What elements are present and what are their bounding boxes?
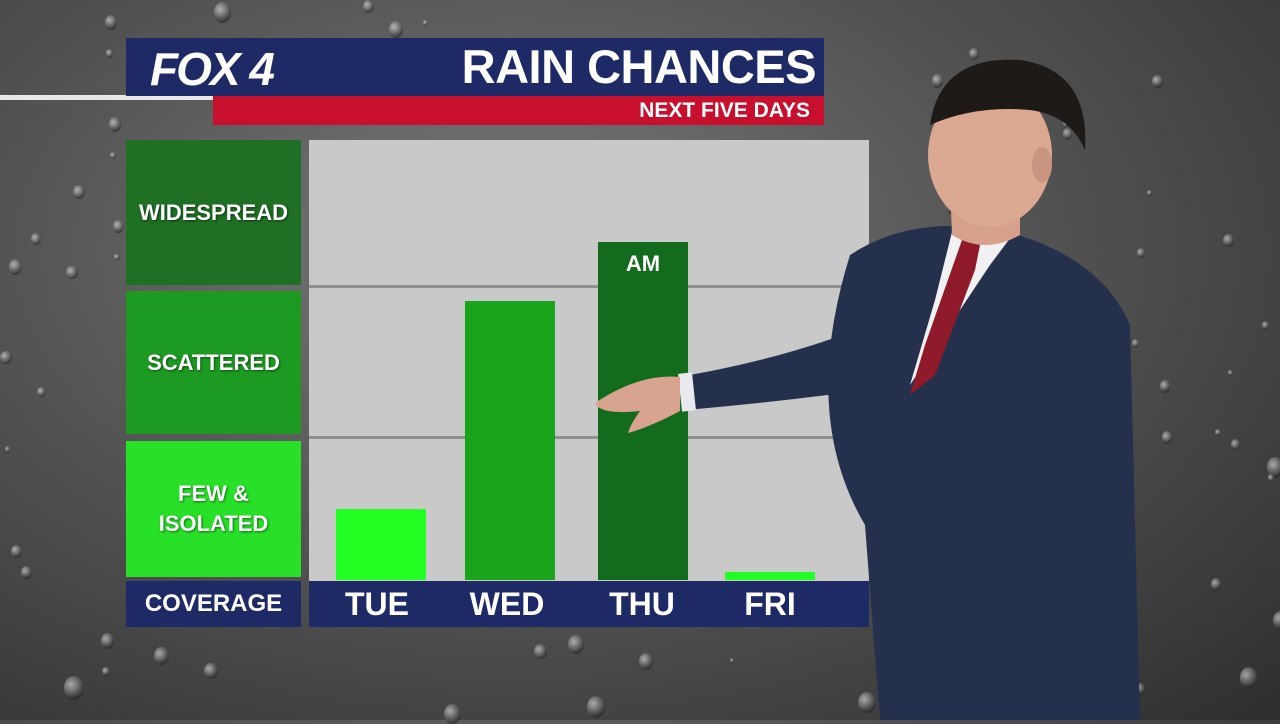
raindrop [112,219,124,233]
raindrop [37,386,46,397]
raindrop [533,643,547,660]
day-label-wed: WED [469,586,545,622]
bar-wed [465,301,555,580]
coverage-scattered: SCATTERED [126,291,301,434]
raindrop [1261,320,1270,331]
chart-title: RAIN CHANCES [461,40,817,93]
raindrop [1152,75,1163,89]
subtitle-bar [213,96,824,125]
coverage-axis-label: COVERAGE [126,581,301,627]
raindrop [586,696,605,719]
raindrop [108,117,121,132]
raindrop [423,19,429,26]
header-bar [126,38,824,96]
raindrop [213,2,232,24]
raindrop [638,652,654,671]
bar-tue [336,509,426,580]
gridline-scattered [309,436,869,439]
station-logo: FOX 4 [150,43,275,95]
raindrop [0,350,12,365]
raindrop [100,632,114,649]
raindrop [64,676,84,700]
coverage-widespread: WIDESPREAD [126,140,301,285]
raindrop [1267,457,1280,479]
header-accent-line [0,95,215,100]
day-label-tue: TUE [345,586,409,622]
raindrop [114,253,120,261]
raindrop [1131,338,1140,349]
day-label-fri: FRI [744,586,796,622]
raindrop [106,49,114,58]
raindrop [568,635,584,654]
raindrop [1147,190,1152,196]
raindrop [72,184,85,200]
raindrop [1210,577,1222,591]
raindrop [30,233,41,245]
raindrop [1063,121,1068,127]
raindrop [1137,248,1145,258]
day-axis [309,581,869,627]
raindrop [729,657,735,663]
raindrop [4,446,11,453]
raindrop [153,647,169,665]
raindrop [443,703,461,724]
raindrop [1214,428,1221,437]
raindrop [1273,610,1280,631]
raindrop [1222,233,1234,248]
coverage-few-isolated: FEW & ISOLATED [126,441,301,577]
raindrop [1267,474,1275,483]
presenter-image [595,59,1140,720]
raindrop [101,666,110,677]
bar-annotation-thu: AM [625,251,661,277]
day-label-thu: THU [609,586,675,622]
raindrop [1135,682,1146,695]
gridline-widespread [309,285,869,288]
raindrop [8,259,23,276]
raindrop [1161,431,1173,444]
raindrop [1228,370,1233,376]
raindrop [969,48,980,61]
raindrop [931,74,944,88]
raindrop [10,544,23,558]
raindrop [1239,667,1258,689]
raindrop [110,151,117,159]
raindrop [21,566,33,580]
raindrop [1159,380,1171,394]
raindrop [858,691,877,714]
raindrop [1230,438,1241,450]
raindrop [66,265,78,280]
raindrop [104,15,118,31]
raindrop [1062,128,1073,140]
raindrop [203,662,218,680]
chart-subtitle: NEXT FIVE DAYS [639,99,810,122]
raindrop [389,21,403,38]
raindrop [363,0,375,14]
bar-fri [725,572,815,580]
